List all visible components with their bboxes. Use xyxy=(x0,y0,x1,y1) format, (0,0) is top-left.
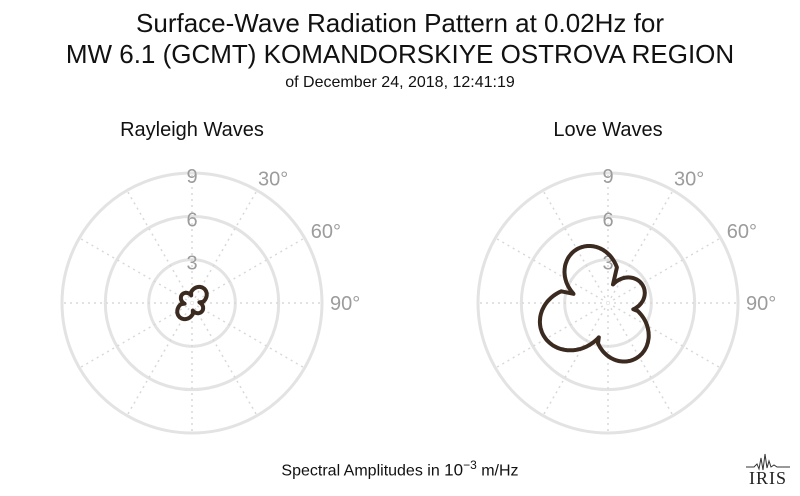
love-angle-tick-label: 30° xyxy=(674,168,704,190)
rayleigh-grid-spoke xyxy=(126,302,193,416)
rayleigh-radial-tick-label: 3 xyxy=(186,253,197,275)
iris-logo-text: IRIS xyxy=(748,468,787,488)
units-label: Spectral Amplitudes in xyxy=(281,462,445,480)
rayleigh-angle-tick-label: 60° xyxy=(311,221,341,243)
love-grid-spoke xyxy=(607,302,674,416)
rayleigh-radial-tick-label: 6 xyxy=(186,209,197,231)
love-radial-tick-label: 3 xyxy=(602,253,613,275)
love-grid-spoke xyxy=(542,302,609,416)
rayleigh-grid-ring xyxy=(60,171,324,435)
rayleigh-grid-spoke xyxy=(191,302,258,416)
units-exponent: −3 xyxy=(463,458,477,472)
rayleigh-grid-spoke xyxy=(79,302,193,369)
love-grid-spoke xyxy=(607,237,721,304)
love-radial-tick-label: 6 xyxy=(602,209,613,231)
love-center-point xyxy=(606,301,610,305)
chart-subtitle-date: of December 24, 2018, 12:41:19 xyxy=(285,74,515,91)
chart-title-line2: MW 6.1 (GCMT) KOMANDORSKIYE OSTROVA REGI… xyxy=(65,39,735,69)
units-base: 10 xyxy=(444,460,464,480)
love-grid-ring xyxy=(476,171,740,435)
units-unit: m/Hz xyxy=(476,462,519,480)
amplitude-units-caption: Spectral Amplitudes in 10−3 m/Hz xyxy=(0,454,800,482)
love-grid-spoke xyxy=(607,190,674,304)
love-angle-tick-label: 90° xyxy=(746,293,776,315)
seismogram-icon xyxy=(746,453,790,471)
rayleigh-radial-tick-label: 9 xyxy=(186,166,197,188)
love-grid-spoke xyxy=(607,302,721,369)
rayleigh-center-point xyxy=(190,301,194,305)
rayleigh-angle-tick-label: 30° xyxy=(258,168,288,190)
rayleigh-grid-spoke xyxy=(191,302,305,369)
love-grid-spoke xyxy=(542,190,609,304)
love-grid-spoke xyxy=(495,237,609,304)
rayleigh-grid-spoke xyxy=(191,190,258,304)
rayleigh-angle-tick-label: 90° xyxy=(330,293,360,315)
love-radial-tick-label: 9 xyxy=(602,166,613,188)
rayleigh-grid-ring xyxy=(103,214,281,392)
rayleigh-grid-spoke xyxy=(79,237,193,304)
love-angle-tick-label: 60° xyxy=(727,221,757,243)
rayleigh-radiation-pattern xyxy=(175,284,209,322)
love-grid-ring xyxy=(519,214,697,392)
rayleigh-grid-spoke xyxy=(126,190,193,304)
rayleigh-grid-spoke xyxy=(191,237,305,304)
rayleigh-plot-title: Rayleigh Waves xyxy=(120,119,264,141)
love-grid-spoke xyxy=(495,302,609,369)
iris-logo: IRIS xyxy=(744,452,792,488)
chart-title-line1: Surface-Wave Radiation Pattern at 0.02Hz… xyxy=(136,8,664,38)
love-plot-title: Love Waves xyxy=(553,119,663,141)
love-radiation-pattern xyxy=(537,244,651,364)
